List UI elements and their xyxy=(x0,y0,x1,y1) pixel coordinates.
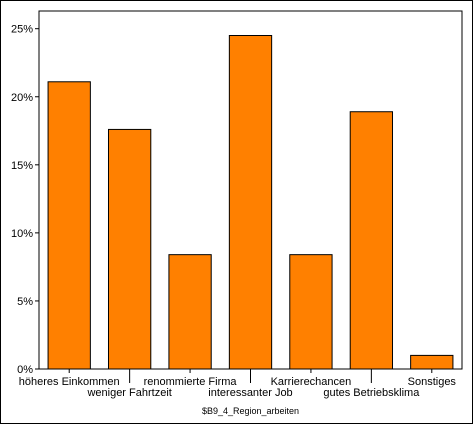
y-axis: 0% 5% 10% 15% 20% 25% xyxy=(11,24,39,376)
y-tick-label: 0% xyxy=(17,364,33,376)
bar xyxy=(47,81,91,370)
bar xyxy=(228,35,273,370)
x-tick-label: renommierte Firma xyxy=(144,376,238,388)
plot-area xyxy=(38,10,463,370)
x-tick-label: höheres Einkommen xyxy=(19,376,120,388)
bar xyxy=(349,111,394,370)
x-tick-label: interessanter Job xyxy=(208,387,292,399)
bar xyxy=(410,354,454,370)
y-tick-label: 15% xyxy=(11,160,33,172)
y-tick-label: 20% xyxy=(11,92,33,104)
x-tick-label: gutes Betriebsklima xyxy=(323,387,420,399)
x-tick-label: weniger Fahrtzeit xyxy=(86,387,171,399)
x-axis-title: $B9_4_Region_arbeiten xyxy=(202,406,299,416)
bar xyxy=(168,254,212,370)
x-tick-label: Sonstiges xyxy=(408,376,457,388)
y-tick-label: 5% xyxy=(17,296,33,308)
bar xyxy=(289,254,333,370)
bar xyxy=(107,128,152,370)
y-tick-label: 10% xyxy=(11,228,33,240)
x-tick-label: Karrierechancen xyxy=(271,376,352,388)
y-tick-label: 25% xyxy=(11,24,33,36)
